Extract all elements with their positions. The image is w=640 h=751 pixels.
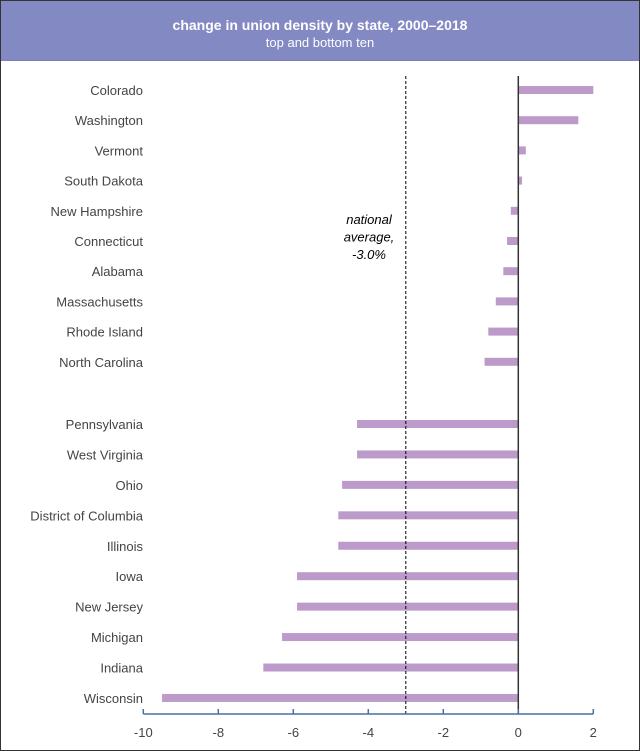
bar — [507, 237, 519, 245]
category-label: Michigan — [91, 630, 143, 645]
category-label: New Hampshire — [51, 204, 143, 219]
bar — [488, 327, 519, 336]
bar — [518, 176, 523, 185]
category-label: North Carolina — [59, 355, 144, 370]
category-label: Vermont — [95, 143, 144, 158]
category-label: District of Columbia — [30, 508, 143, 523]
chart-header: change in union density by state, 2000–2… — [1, 1, 639, 61]
bar — [518, 146, 526, 155]
category-label: Connecticut — [74, 234, 143, 249]
bar — [297, 572, 519, 581]
x-tick-label: -8 — [213, 725, 225, 740]
bar — [495, 297, 519, 306]
category-label: Massachusetts — [56, 294, 143, 309]
reference-label: -3.0% — [352, 247, 386, 262]
bar — [338, 541, 519, 550]
category-label: Indiana — [100, 661, 143, 676]
reference-label: national — [346, 212, 393, 227]
chart-subtitle: top and bottom ten — [265, 35, 375, 50]
category-label: Ohio — [116, 478, 143, 493]
x-tick-label: -10 — [134, 725, 153, 740]
reference-label: average, — [344, 230, 395, 245]
bar — [518, 116, 579, 125]
bar — [510, 206, 519, 215]
category-label: Pennsylvania — [66, 417, 144, 432]
chart-title: change in union density by state, 2000–2… — [172, 17, 468, 33]
bar — [338, 511, 519, 520]
category-label: Illinois — [107, 539, 144, 554]
category-label: Wisconsin — [84, 691, 143, 706]
x-tick-label: -4 — [363, 725, 375, 740]
x-tick-label: -6 — [288, 725, 300, 740]
bar — [357, 420, 519, 428]
bar — [263, 663, 519, 672]
category-label: West Virginia — [67, 447, 144, 462]
bar — [357, 450, 519, 459]
bar — [282, 633, 519, 642]
category-label: Rhode Island — [66, 325, 143, 340]
bar — [297, 602, 519, 611]
bar — [342, 480, 519, 489]
bar — [484, 357, 519, 366]
bar — [162, 693, 519, 702]
x-tick-label: 2 — [590, 725, 597, 740]
bar — [518, 86, 594, 94]
x-tick-label: 0 — [515, 725, 522, 740]
category-label: Washington — [75, 113, 143, 128]
category-label: New Jersey — [75, 600, 143, 615]
x-tick-label: -2 — [438, 725, 450, 740]
category-label: South Dakota — [64, 174, 144, 189]
bar — [503, 267, 519, 276]
category-label: Iowa — [116, 569, 144, 584]
category-label: Alabama — [92, 264, 144, 279]
category-label: Colorado — [90, 83, 143, 98]
